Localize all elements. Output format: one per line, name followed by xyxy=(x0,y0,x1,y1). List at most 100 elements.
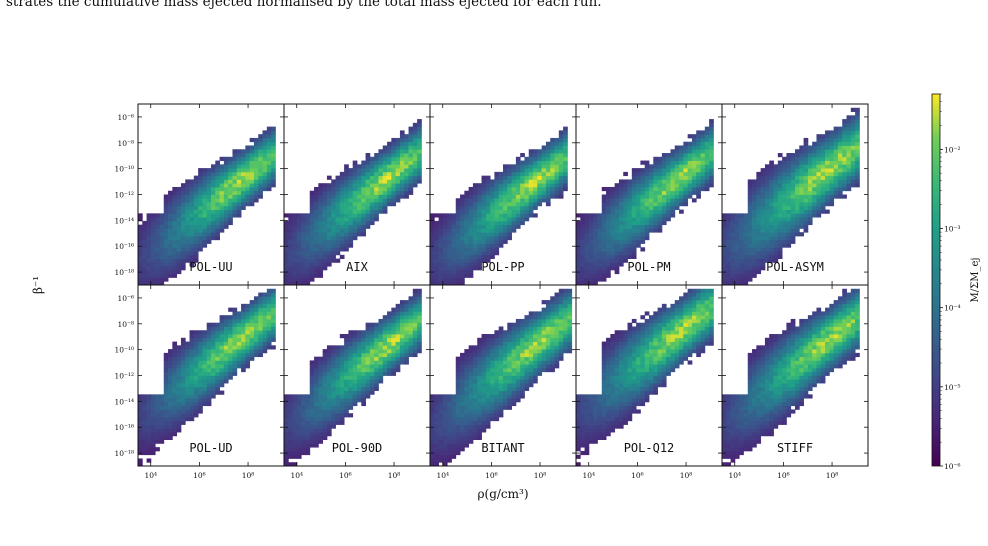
heatmap-cell xyxy=(498,390,504,395)
heatmap-cell xyxy=(657,186,663,192)
heatmap-cell xyxy=(734,269,740,275)
heatmap-cell xyxy=(271,345,276,350)
heatmap-cell xyxy=(223,171,229,177)
heatmap-cell xyxy=(455,213,461,218)
heatmap-cell xyxy=(185,183,190,188)
heatmap-cell xyxy=(472,401,478,407)
heatmap-cell xyxy=(520,175,525,180)
heatmap-cell xyxy=(528,349,534,354)
heatmap-cell xyxy=(623,190,628,195)
heatmap-cell xyxy=(236,183,242,188)
heatmap-cell xyxy=(460,209,465,214)
heatmap-cell xyxy=(288,235,293,241)
heatmap-cell xyxy=(219,345,225,350)
heatmap-cell xyxy=(180,190,186,195)
heatmap-cell xyxy=(374,375,379,380)
heatmap-cell xyxy=(219,217,225,222)
heatmap-cell xyxy=(288,405,293,410)
heatmap-cell xyxy=(782,217,787,222)
heatmap-cell xyxy=(644,160,650,165)
heatmap-cell xyxy=(511,345,517,350)
heatmap-cell xyxy=(618,224,624,229)
heatmap-cell xyxy=(339,220,345,226)
heatmap-cell xyxy=(601,232,607,237)
heatmap-cell xyxy=(150,277,156,282)
heatmap-cell xyxy=(408,160,414,165)
heatmap-cell xyxy=(696,171,701,177)
heatmap-cell xyxy=(309,439,315,444)
heatmap-cell xyxy=(391,171,397,177)
heatmap-cell xyxy=(211,341,216,346)
heatmap-cell xyxy=(679,183,684,188)
heatmap-cell xyxy=(588,213,594,218)
heatmap-cell xyxy=(331,420,336,425)
heatmap-cell xyxy=(288,409,293,414)
heatmap-cell xyxy=(494,356,500,361)
heatmap-cell xyxy=(636,175,641,180)
heatmap-cell xyxy=(545,175,551,180)
heatmap-cell xyxy=(369,364,375,369)
heatmap-cell xyxy=(369,379,375,384)
heatmap-cell xyxy=(636,168,641,173)
heatmap-cell xyxy=(631,228,637,233)
heatmap-cell xyxy=(228,198,233,203)
heatmap-cell xyxy=(232,326,238,331)
heatmap-cell xyxy=(391,153,397,158)
heatmap-cell xyxy=(395,341,401,346)
heatmap-cell xyxy=(344,375,349,380)
heatmap-cell xyxy=(683,145,689,150)
heatmap-cell xyxy=(335,371,341,376)
heatmap-cell xyxy=(326,254,332,259)
heatmap-cell xyxy=(155,428,160,433)
heatmap-cell xyxy=(515,394,521,399)
heatmap-cell xyxy=(236,337,242,342)
heatmap-cell xyxy=(610,198,616,203)
heatmap-cell xyxy=(352,220,358,226)
heatmap-cell xyxy=(215,209,220,214)
heatmap-cell xyxy=(241,153,246,158)
heatmap-cell xyxy=(391,356,397,361)
heatmap-cell xyxy=(322,183,328,188)
heatmap-cell xyxy=(850,160,856,165)
heatmap-cell xyxy=(498,371,504,376)
heatmap-cell xyxy=(618,235,624,241)
heatmap-cell xyxy=(318,379,324,384)
heatmap-cell xyxy=(640,232,646,237)
heatmap-cell xyxy=(369,341,375,346)
heatmap-cell xyxy=(215,235,220,241)
heatmap-cell xyxy=(498,330,504,335)
heatmap-cell xyxy=(301,435,306,440)
heatmap-cell xyxy=(198,367,203,373)
heatmap-cell xyxy=(563,183,568,188)
heatmap-cell xyxy=(691,164,697,169)
heatmap-cell xyxy=(172,220,178,226)
heatmap-cell xyxy=(296,416,302,422)
heatmap-cell xyxy=(756,171,762,177)
heatmap-cell xyxy=(477,367,482,373)
heatmap-cell xyxy=(468,345,474,350)
heatmap-cell xyxy=(524,183,530,188)
heatmap-cell xyxy=(189,383,195,388)
heatmap-cell xyxy=(180,266,186,271)
heatmap-cell xyxy=(176,428,182,433)
heatmap-cell xyxy=(661,198,667,203)
heatmap-cell xyxy=(241,149,246,154)
heatmap-cell xyxy=(326,190,332,195)
heatmap-cell xyxy=(752,228,757,233)
heatmap-cell xyxy=(228,179,233,184)
heatmap-cell xyxy=(468,228,474,233)
heatmap-cell xyxy=(460,394,465,399)
heatmap-cell xyxy=(584,213,590,218)
heatmap-cell xyxy=(816,205,822,210)
heatmap-cell xyxy=(550,153,555,158)
heatmap-cell xyxy=(305,394,311,399)
heatmap-cell xyxy=(691,179,697,184)
heatmap-cell xyxy=(335,390,341,395)
heatmap-cell xyxy=(743,277,749,282)
heatmap-cell xyxy=(399,156,405,161)
heatmap-cell xyxy=(807,190,813,195)
heatmap-cell xyxy=(399,311,405,316)
heatmap-cell xyxy=(215,213,220,218)
heatmap-cell xyxy=(627,205,633,210)
heatmap-cell xyxy=(202,330,208,335)
